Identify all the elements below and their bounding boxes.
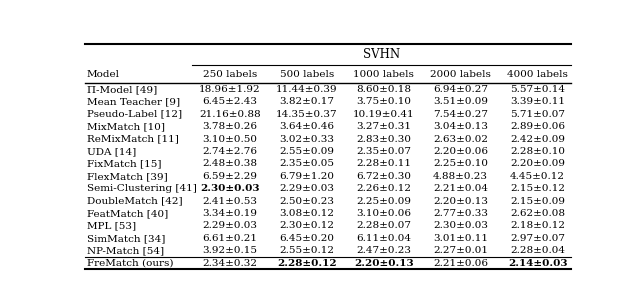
Text: 2.25±0.09: 2.25±0.09 bbox=[356, 197, 412, 206]
Text: 2.35±0.05: 2.35±0.05 bbox=[280, 159, 335, 168]
Text: 3.08±0.12: 3.08±0.12 bbox=[280, 209, 335, 218]
Text: 2.97±0.07: 2.97±0.07 bbox=[510, 234, 565, 243]
Text: 18.96±1.92: 18.96±1.92 bbox=[199, 85, 261, 94]
Text: 1000 labels: 1000 labels bbox=[353, 70, 414, 79]
Text: 6.94±0.27: 6.94±0.27 bbox=[433, 85, 488, 94]
Text: 3.51±0.09: 3.51±0.09 bbox=[433, 97, 488, 106]
Text: 2.89±0.06: 2.89±0.06 bbox=[510, 122, 565, 131]
Text: 11.44±0.39: 11.44±0.39 bbox=[276, 85, 338, 94]
Text: 2.28±0.12: 2.28±0.12 bbox=[277, 259, 337, 268]
Text: 2.26±0.12: 2.26±0.12 bbox=[356, 184, 412, 193]
Text: 3.02±0.33: 3.02±0.33 bbox=[280, 135, 335, 144]
Text: 2.15±0.12: 2.15±0.12 bbox=[510, 184, 565, 193]
Text: 4000 labels: 4000 labels bbox=[507, 70, 568, 79]
Text: 5.71±0.07: 5.71±0.07 bbox=[510, 110, 565, 119]
Text: 6.11±0.04: 6.11±0.04 bbox=[356, 234, 412, 243]
Text: SVHN: SVHN bbox=[363, 48, 400, 61]
Text: 2.63±0.02: 2.63±0.02 bbox=[433, 135, 488, 144]
Text: 2.29±0.03: 2.29±0.03 bbox=[280, 184, 335, 193]
Text: 3.78±0.26: 3.78±0.26 bbox=[202, 122, 257, 131]
Text: 2.21±0.04: 2.21±0.04 bbox=[433, 184, 488, 193]
Text: 6.61±0.21: 6.61±0.21 bbox=[202, 234, 257, 243]
Text: 3.27±0.31: 3.27±0.31 bbox=[356, 122, 412, 131]
Text: 6.72±0.30: 6.72±0.30 bbox=[356, 172, 412, 181]
Text: NP-Match [54]: NP-Match [54] bbox=[87, 246, 164, 255]
Text: 2.15±0.09: 2.15±0.09 bbox=[510, 197, 565, 206]
Text: FeatMatch [40]: FeatMatch [40] bbox=[87, 209, 168, 218]
Text: 2.20±0.06: 2.20±0.06 bbox=[433, 147, 488, 156]
Text: Π-Model [49]: Π-Model [49] bbox=[87, 85, 157, 94]
Text: 3.10±0.06: 3.10±0.06 bbox=[356, 209, 412, 218]
Text: 2.34±0.32: 2.34±0.32 bbox=[202, 259, 257, 268]
Text: SimMatch [34]: SimMatch [34] bbox=[87, 234, 165, 243]
Text: 2.21±0.06: 2.21±0.06 bbox=[433, 259, 488, 268]
Text: FreMatch (ours): FreMatch (ours) bbox=[87, 259, 173, 268]
Text: DoubleMatch [42]: DoubleMatch [42] bbox=[87, 197, 182, 206]
Text: 2.20±0.13: 2.20±0.13 bbox=[354, 259, 413, 268]
Text: 2.29±0.03: 2.29±0.03 bbox=[202, 221, 257, 230]
Text: 2.42±0.09: 2.42±0.09 bbox=[510, 135, 565, 144]
Text: 2.47±0.23: 2.47±0.23 bbox=[356, 246, 412, 255]
Text: 10.19±0.41: 10.19±0.41 bbox=[353, 110, 415, 119]
Text: MPL [53]: MPL [53] bbox=[87, 221, 136, 230]
Text: Semi-Clustering [41]: Semi-Clustering [41] bbox=[87, 184, 197, 193]
Text: 2.41±0.53: 2.41±0.53 bbox=[202, 197, 257, 206]
Text: FlexMatch [39]: FlexMatch [39] bbox=[87, 172, 168, 181]
Text: 7.54±0.27: 7.54±0.27 bbox=[433, 110, 488, 119]
Text: 3.75±0.10: 3.75±0.10 bbox=[356, 97, 412, 106]
Text: 3.04±0.13: 3.04±0.13 bbox=[433, 122, 488, 131]
Text: UDA [14]: UDA [14] bbox=[87, 147, 136, 156]
Text: 8.60±0.18: 8.60±0.18 bbox=[356, 85, 412, 94]
Text: ReMixMatch [11]: ReMixMatch [11] bbox=[87, 135, 179, 144]
Text: 3.10±0.50: 3.10±0.50 bbox=[202, 135, 257, 144]
Text: 2.35±0.07: 2.35±0.07 bbox=[356, 147, 412, 156]
Text: FixMatch [15]: FixMatch [15] bbox=[87, 159, 161, 168]
Text: 3.82±0.17: 3.82±0.17 bbox=[280, 97, 335, 106]
Text: 2.30±0.03: 2.30±0.03 bbox=[433, 221, 488, 230]
Text: Model: Model bbox=[87, 70, 120, 79]
Text: Pseudo-Label [12]: Pseudo-Label [12] bbox=[87, 110, 182, 119]
Text: 2.18±0.12: 2.18±0.12 bbox=[510, 221, 565, 230]
Text: 3.34±0.19: 3.34±0.19 bbox=[202, 209, 257, 218]
Text: 2.77±0.33: 2.77±0.33 bbox=[433, 209, 488, 218]
Text: 2.28±0.04: 2.28±0.04 bbox=[510, 246, 565, 255]
Text: 6.45±0.20: 6.45±0.20 bbox=[280, 234, 335, 243]
Text: 2.14±0.03: 2.14±0.03 bbox=[508, 259, 567, 268]
Text: 2.28±0.07: 2.28±0.07 bbox=[356, 221, 412, 230]
Text: 6.79±1.20: 6.79±1.20 bbox=[280, 172, 335, 181]
Text: 2.28±0.11: 2.28±0.11 bbox=[356, 159, 412, 168]
Text: 3.92±0.15: 3.92±0.15 bbox=[202, 246, 257, 255]
Text: 2.20±0.13: 2.20±0.13 bbox=[433, 197, 488, 206]
Text: 2.30±0.12: 2.30±0.12 bbox=[280, 221, 335, 230]
Text: 500 labels: 500 labels bbox=[280, 70, 334, 79]
Text: 2.74±2.76: 2.74±2.76 bbox=[202, 147, 257, 156]
Text: 4.45±0.12: 4.45±0.12 bbox=[510, 172, 565, 181]
Text: 14.35±0.37: 14.35±0.37 bbox=[276, 110, 338, 119]
Text: 3.64±0.46: 3.64±0.46 bbox=[280, 122, 335, 131]
Text: 3.01±0.11: 3.01±0.11 bbox=[433, 234, 488, 243]
Text: 2.20±0.09: 2.20±0.09 bbox=[510, 159, 565, 168]
Text: Mean Teacher [9]: Mean Teacher [9] bbox=[87, 97, 180, 106]
Text: 3.39±0.11: 3.39±0.11 bbox=[510, 97, 565, 106]
Text: 5.57±0.14: 5.57±0.14 bbox=[510, 85, 565, 94]
Text: 2.55±0.09: 2.55±0.09 bbox=[280, 147, 335, 156]
Text: MixMatch [10]: MixMatch [10] bbox=[87, 122, 165, 131]
Text: 2.62±0.08: 2.62±0.08 bbox=[510, 209, 565, 218]
Text: 2.28±0.10: 2.28±0.10 bbox=[510, 147, 565, 156]
Text: 2.55±0.12: 2.55±0.12 bbox=[280, 246, 335, 255]
Text: 21.16±0.88: 21.16±0.88 bbox=[199, 110, 261, 119]
Text: 2.30±0.03: 2.30±0.03 bbox=[200, 184, 260, 193]
Text: 2.83±0.30: 2.83±0.30 bbox=[356, 135, 412, 144]
Text: 2000 labels: 2000 labels bbox=[430, 70, 491, 79]
Text: 2.50±0.23: 2.50±0.23 bbox=[280, 197, 335, 206]
Text: 6.59±2.29: 6.59±2.29 bbox=[202, 172, 257, 181]
Text: 2.48±0.38: 2.48±0.38 bbox=[202, 159, 257, 168]
Text: 2.25±0.10: 2.25±0.10 bbox=[433, 159, 488, 168]
Text: 2.27±0.01: 2.27±0.01 bbox=[433, 246, 488, 255]
Text: 6.45±2.43: 6.45±2.43 bbox=[202, 97, 257, 106]
Text: 250 labels: 250 labels bbox=[203, 70, 257, 79]
Text: 4.88±0.23: 4.88±0.23 bbox=[433, 172, 488, 181]
